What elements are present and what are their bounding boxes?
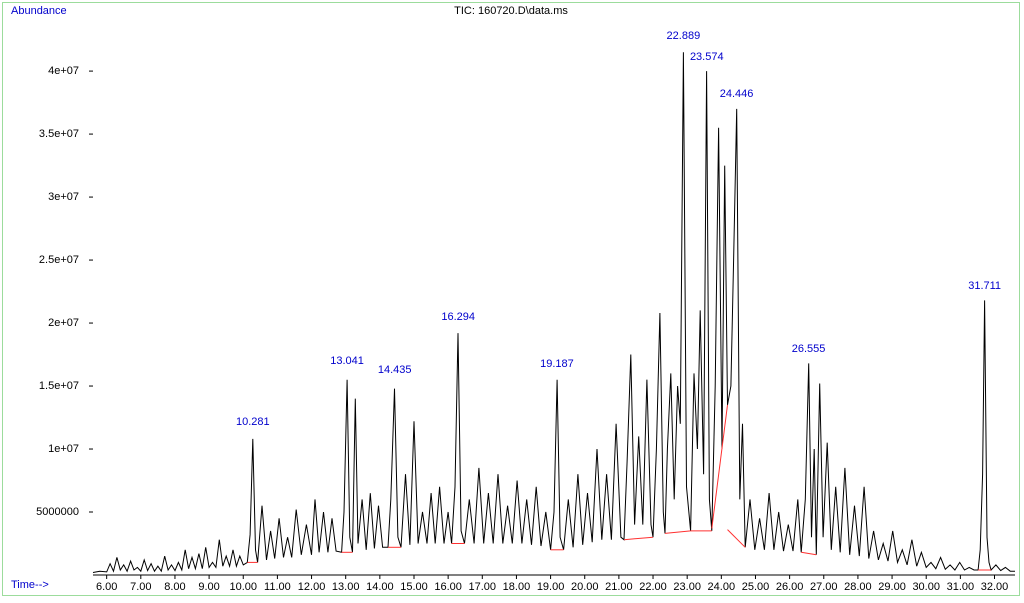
x-tick-label: 14.00 (366, 581, 394, 593)
x-tick-label: 17.00 (469, 581, 497, 593)
x-tick-label: 19.00 (537, 581, 565, 593)
peak-label: 13.041 (330, 355, 364, 367)
x-tick-label: 13.00 (332, 581, 360, 593)
x-tick-label: 18.00 (503, 581, 531, 593)
peak-label: 10.281 (236, 416, 270, 428)
y-tick-label: 1.5e+07 (39, 380, 79, 392)
peak-label: 16.294 (441, 311, 475, 323)
peak-label: 24.446 (720, 88, 754, 100)
x-tick-label: 32.00 (981, 581, 1009, 593)
peak-label: 19.187 (540, 358, 574, 370)
peak-label: 22.889 (667, 30, 701, 42)
x-tick-label: 7.00 (130, 581, 151, 593)
peak-label: 26.555 (792, 343, 826, 355)
x-tick-label: 31.00 (947, 581, 975, 593)
x-tick-label: 9.00 (198, 581, 219, 593)
peak-label: 14.435 (378, 364, 412, 376)
peak-label: 31.711 (968, 280, 1001, 292)
x-tick-label: 6.00 (96, 581, 117, 593)
x-tick-label: 26.00 (776, 581, 804, 593)
peak-label: 23.574 (690, 51, 724, 63)
x-tick-label: 11.00 (264, 581, 291, 593)
x-tick-label: 21.00 (605, 581, 633, 593)
y-tick-label: 3.5e+07 (39, 128, 79, 140)
x-tick-label: 20.00 (571, 581, 599, 593)
x-tick-label: 27.00 (810, 581, 838, 593)
x-tick-label: 29.00 (878, 581, 906, 593)
x-tick-label: 22.00 (639, 581, 667, 593)
x-tick-label: 30.00 (912, 581, 940, 593)
y-tick-label: 2e+07 (48, 317, 79, 329)
x-tick-label: 24.00 (708, 581, 736, 593)
plot-frame: Abundance TIC: 160720.D\data.ms Time--> … (2, 2, 1020, 596)
y-tick-label: 3e+07 (48, 191, 79, 203)
x-tick-label: 25.00 (742, 581, 770, 593)
x-tick-label: 15.00 (400, 581, 428, 593)
y-tick-label: 4e+07 (48, 65, 79, 77)
x-tick-label: 16.00 (434, 581, 462, 593)
x-tick-label: 8.00 (164, 581, 185, 593)
x-tick-label: 23.00 (673, 581, 701, 593)
y-tick-label: 2.5e+07 (39, 254, 79, 266)
x-tick-label: 28.00 (844, 581, 872, 593)
x-tick-label: 10.00 (229, 581, 257, 593)
y-tick-label: 5000000 (36, 506, 79, 518)
x-tick-label: 12.00 (298, 581, 326, 593)
y-tick-label: 1e+07 (48, 443, 79, 455)
chromatogram-plot (3, 3, 1024, 603)
